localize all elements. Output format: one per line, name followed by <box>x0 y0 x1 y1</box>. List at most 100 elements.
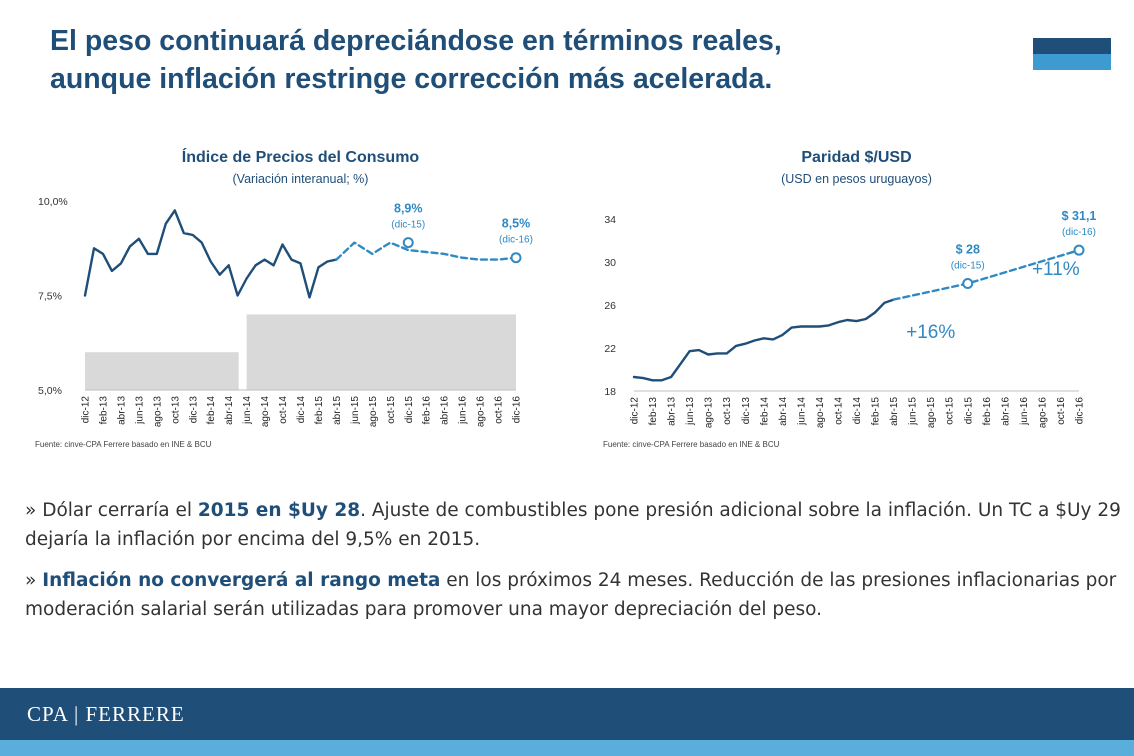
bullet-1-highlight: 2015 en $Uy 28 <box>197 500 361 521</box>
x-tick-label: feb-14 <box>759 397 770 426</box>
x-tick-label: feb-15 <box>871 397 882 426</box>
annotation-value: 8,9% <box>394 202 423 216</box>
page-title: El peso continuará depreciándose en térm… <box>50 22 980 98</box>
x-tick-label: oct-15 <box>945 397 956 425</box>
bullet-2-marker: » <box>25 570 43 591</box>
x-tick-label: oct-16 <box>494 396 505 424</box>
x-tick-label: ago-16 <box>476 396 487 428</box>
annotation-value: 8,5% <box>502 217 531 231</box>
bullet-1-text: Dólar cerraría el <box>42 500 198 521</box>
chart-subtitle: (Variación interanual; %) <box>233 172 369 186</box>
x-tick-label: oct-14 <box>834 397 845 425</box>
x-tick-label: jun-16 <box>1019 397 1030 426</box>
footer-bar: CPA | FERRERE <box>0 688 1134 740</box>
projection-line <box>335 241 518 261</box>
bullet-1-marker: » <box>25 500 43 521</box>
usd-chart-svg: Paridad $/USD (USD en pesos uruguayos) 34 3… <box>603 149 1097 449</box>
x-tick-label: abr-13 <box>116 396 127 425</box>
x-tick-label: feb-14 <box>206 396 217 425</box>
x-tick-label: jun-14 <box>796 397 807 426</box>
x-tick-label: feb-15 <box>314 396 325 425</box>
y-tick-label: 5,0% <box>38 385 62 397</box>
x-tick-label: ago-16 <box>1037 397 1048 429</box>
title-line-1: El peso continuará depreciándose en térm… <box>50 25 782 57</box>
x-tick-label: oct-13 <box>722 397 733 425</box>
x-tick-label: dic-15 <box>404 396 415 424</box>
x-tick-label: abr-15 <box>889 397 900 426</box>
x-tick-label: dic-14 <box>296 396 307 424</box>
x-tick-label: feb-13 <box>648 397 659 426</box>
y-tick-label: 26 <box>604 300 616 312</box>
projection-marker <box>510 252 522 264</box>
growth-label-2015: +16% <box>906 322 955 343</box>
annotation-label: (dic-15) <box>391 220 425 231</box>
x-tick-label: feb-16 <box>422 396 433 425</box>
x-tick-label: abr-14 <box>224 396 235 425</box>
x-tick-label: ago-14 <box>815 397 826 429</box>
chart-source: Fuente: cinve-CPA Ferrere basado en INE … <box>35 440 212 449</box>
x-tick-label: dic-12 <box>81 396 92 424</box>
x-tick-label: abr-14 <box>778 397 789 426</box>
x-tick-label: ago-13 <box>704 397 715 429</box>
projection-marker <box>962 278 974 289</box>
x-tick-label: dic-16 <box>1075 397 1086 425</box>
chart-title: Índice de Precios del Consumo <box>182 147 420 166</box>
x-tick-label: dic-13 <box>741 397 752 425</box>
y-tick-label: 30 <box>604 257 616 269</box>
accent-bar-light <box>1033 54 1111 70</box>
bullet-list: » Dólar cerraría el 2015 en $Uy 28. Ajus… <box>25 496 1130 636</box>
chart-title: Paridad $/USD <box>801 149 911 166</box>
x-tick-label: ago-14 <box>260 396 271 428</box>
bullet-1: » Dólar cerraría el 2015 en $Uy 28. Ajus… <box>25 496 1130 554</box>
annotation-label: (dic-16) <box>499 235 533 246</box>
x-tick-label: abr-16 <box>1000 397 1011 426</box>
y-tick-label: 10,0% <box>38 196 68 208</box>
target-range-band-1 <box>85 352 239 390</box>
ipc-chart-svg: Índice de Precios del Consumo (Variación … <box>35 147 533 449</box>
x-tick-label: jun-16 <box>458 396 469 425</box>
accent-bar-dark <box>1033 38 1111 54</box>
x-tick-label: abr-13 <box>667 397 678 426</box>
annotation-label: (dic-15) <box>951 261 985 272</box>
bullet-2-rest: en los próximos 24 meses. Reducción de l… <box>25 570 1117 620</box>
x-tick-label: ago-13 <box>152 396 163 428</box>
footer-stripe <box>0 740 1134 756</box>
x-tick-label: feb-16 <box>982 397 993 426</box>
annotation-value: $ 31,1 <box>1062 209 1097 223</box>
historical-line <box>632 298 895 382</box>
x-tick-label: abr-15 <box>332 396 343 425</box>
y-tick-label: 7,5% <box>38 291 62 303</box>
historical-line <box>83 209 338 299</box>
x-tick-label: dic-14 <box>852 397 863 425</box>
target-range-band-2 <box>246 314 516 390</box>
x-tick-label: oct-13 <box>170 396 181 424</box>
annotation-label: (dic-16) <box>1062 227 1096 238</box>
x-tick-label: feb-13 <box>99 396 110 425</box>
x-tick-label: oct-16 <box>1056 397 1067 425</box>
projection-marker <box>1073 244 1085 256</box>
chart-subtitle: (USD en pesos uruguayos) <box>781 172 932 186</box>
x-tick-label: ago-15 <box>926 397 937 429</box>
x-tick-label: abr-16 <box>440 396 451 425</box>
x-tick-label: jun-13 <box>134 396 145 425</box>
x-tick-label: dic-12 <box>630 397 641 425</box>
title-line-2: aunque inflación restringe corrección má… <box>50 63 773 95</box>
x-tick-label: jun-14 <box>242 396 253 425</box>
y-tick-label: 34 <box>604 214 616 226</box>
x-tick-label: jun-15 <box>350 396 361 425</box>
usd-chart: Paridad $/USD (USD en pesos uruguayos) 34 3… <box>596 140 1121 460</box>
y-tick-label: 18 <box>604 386 616 398</box>
annotation-value: $ 28 <box>956 243 980 257</box>
y-tick-label: 22 <box>604 343 616 355</box>
growth-label-2016: +11% <box>1032 259 1080 280</box>
x-tick-label: ago-15 <box>368 396 379 428</box>
bullet-2-highlight: Inflación no convergerá al rango meta <box>42 570 441 591</box>
bullet-1-rest: . Ajuste de combustibles pone presión ad… <box>25 500 1121 550</box>
chart-source: Fuente: cinve-CPA Ferrere basado en INE … <box>603 440 780 449</box>
x-tick-label: dic-13 <box>188 396 199 424</box>
x-tick-label: jun-15 <box>908 397 919 426</box>
x-tick-label: dic-16 <box>512 396 523 424</box>
ipc-chart: Índice de Precios del Consumo (Variación … <box>30 140 575 460</box>
x-tick-label: oct-15 <box>386 396 397 424</box>
projection-marker <box>402 237 414 249</box>
